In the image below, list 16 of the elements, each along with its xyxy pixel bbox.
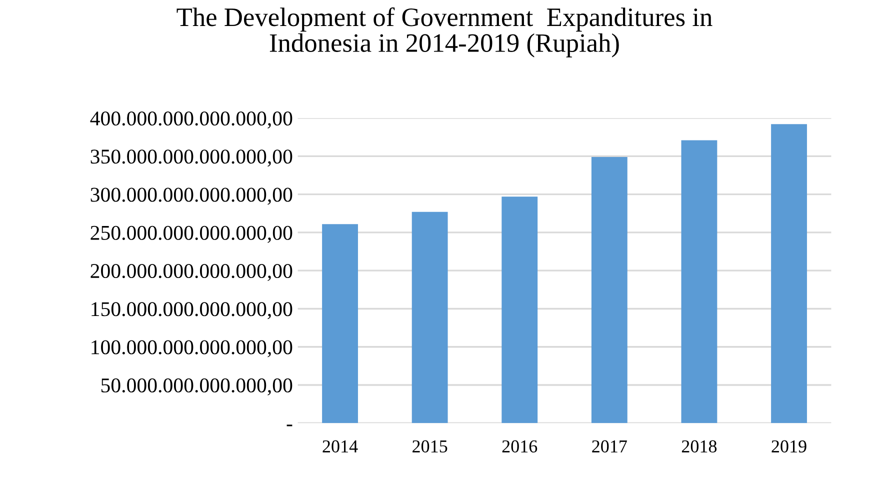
x-tick-label: 2016 (502, 440, 538, 452)
y-tick-label: 150.000.000.000.000,00 (92, 302, 292, 320)
y-tick-label: - (286, 424, 292, 426)
y-tick-label: 200.000.000.000.000,00 (90, 264, 292, 282)
y-tick-label: 300.000.000.000.000,00 (90, 188, 292, 205)
x-tick-label: 2019 (772, 440, 806, 452)
x-tick-label: 2014 (322, 440, 358, 452)
y-tick-label: 50.000.000.000.000,00 (101, 378, 292, 396)
x-tick-label: 2017 (592, 440, 627, 452)
chart-title: The Development of Government Expanditures in Indonesia in 2014-2019 (Rupiah) (176, 7, 712, 58)
y-tick-label: 350.000.000.000.000,00 (90, 150, 292, 167)
x-tick-label: 2015 (412, 440, 448, 452)
y-tick-label: 100.000.000.000.000,00 (92, 340, 292, 358)
y-tick-label: 250.000.000.000.000,00 (90, 226, 292, 243)
x-tick-label: 2018 (682, 440, 717, 452)
y-tick-label: 400.000.000.000.000,00 (90, 111, 292, 129)
